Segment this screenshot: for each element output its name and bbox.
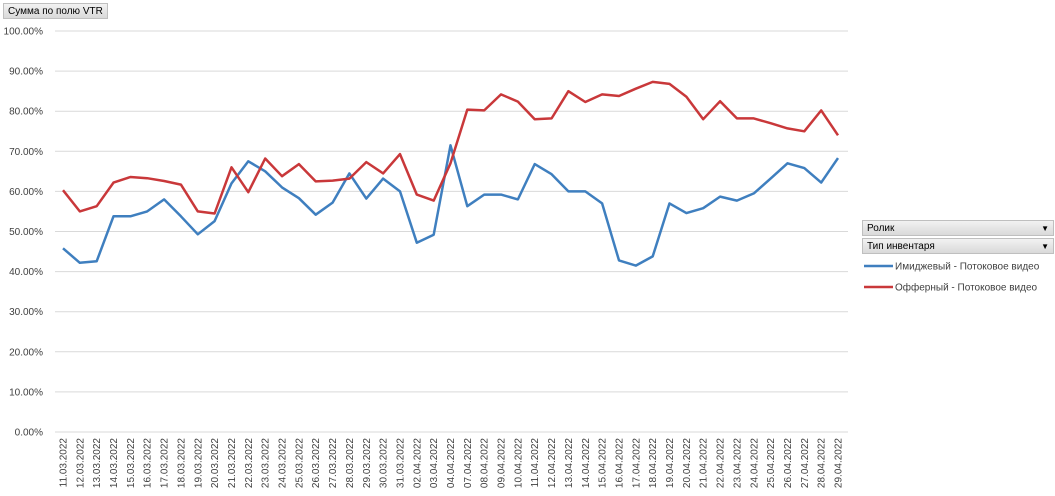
- x-tick-label: 29.03.2022: [362, 438, 373, 488]
- x-tick-label: 30.03.2022: [379, 438, 390, 488]
- x-tick-label: 23.04.2022: [732, 438, 743, 488]
- x-tick-label: 11.03.2022: [59, 438, 70, 488]
- x-tick-label: 18.03.2022: [176, 438, 187, 488]
- x-tick-label: 04.04.2022: [446, 438, 457, 488]
- x-tick-label: 28.03.2022: [345, 438, 356, 488]
- filter-button[interactable]: Тип инвентаря ▼: [862, 238, 1054, 254]
- x-tick-label: 31.03.2022: [395, 438, 406, 488]
- x-tick-label: 23.03.2022: [261, 438, 272, 488]
- x-tick-label: 21.03.2022: [227, 438, 238, 488]
- dropdown-arrow: ▼: [1041, 242, 1049, 251]
- x-tick-label: 25.03.2022: [294, 438, 305, 488]
- x-tick-label: 20.04.2022: [682, 438, 693, 488]
- y-tick-label: 20.00%: [9, 347, 43, 358]
- x-tick-label: 12.03.2022: [75, 438, 86, 488]
- x-tick-label: 22.04.2022: [716, 438, 727, 488]
- y-tick-label: 50.00%: [9, 227, 43, 238]
- value-field-label: Сумма по полю VTR: [8, 6, 103, 17]
- y-tick-label: 10.00%: [9, 387, 43, 398]
- x-tick-label: 26.04.2022: [783, 438, 794, 488]
- filter-button[interactable]: Ролик ▼: [862, 220, 1054, 236]
- dropdown-arrow: ▼: [1041, 224, 1049, 233]
- x-tick-label: 16.04.2022: [614, 438, 625, 488]
- x-tick-label: 19.03.2022: [193, 438, 204, 488]
- x-tick-label: 03.04.2022: [429, 438, 440, 488]
- y-tick-label: 70.00%: [9, 147, 43, 158]
- x-tick-label: 25.04.2022: [766, 438, 777, 488]
- x-tick-label: 15.04.2022: [598, 438, 609, 488]
- x-tick-label: 13.04.2022: [564, 438, 575, 488]
- value-field-button[interactable]: Сумма по полю VTR: [3, 3, 108, 19]
- x-tick-label: 02.04.2022: [412, 438, 423, 488]
- x-tick-label: 14.03.2022: [109, 438, 120, 488]
- x-tick-label: 20.03.2022: [210, 438, 221, 488]
- y-tick-label: 100.00%: [4, 27, 44, 38]
- x-tick-label: 17.03.2022: [160, 438, 171, 488]
- x-tick-label: 26.03.2022: [311, 438, 322, 488]
- x-tick-label: 21.04.2022: [699, 438, 710, 488]
- series-line: [62, 80, 840, 215]
- x-tick-label: 17.04.2022: [631, 438, 642, 488]
- series-line: [62, 144, 840, 267]
- y-tick-label: 40.00%: [9, 267, 43, 278]
- x-tick-label: 15.03.2022: [126, 438, 137, 488]
- x-tick-label: 27.04.2022: [800, 438, 811, 488]
- x-tick-label: 29.04.2022: [834, 438, 845, 488]
- x-tick-label: 13.03.2022: [92, 438, 103, 488]
- x-tick-label: 12.04.2022: [547, 438, 558, 488]
- x-tick-label: 27.03.2022: [328, 438, 339, 488]
- x-tick-label: 24.04.2022: [749, 438, 760, 488]
- x-tick-label: 18.04.2022: [648, 438, 659, 488]
- filter-label: Тип инвентаря: [867, 241, 935, 252]
- y-tick-label: 80.00%: [9, 107, 43, 118]
- x-tick-label: 24.03.2022: [278, 438, 289, 488]
- x-tick-label: 14.04.2022: [581, 438, 592, 488]
- y-tick-label: 30.00%: [9, 307, 43, 318]
- y-tick-label: 90.00%: [9, 67, 43, 78]
- legend-label: Офферный - Потоковое видео: [895, 282, 1038, 294]
- x-tick-label: 28.04.2022: [817, 438, 828, 488]
- x-tick-label: 08.04.2022: [480, 438, 491, 488]
- x-tick-label: 11.04.2022: [530, 438, 541, 488]
- x-tick-label: 19.04.2022: [665, 438, 676, 488]
- y-tick-label: 60.00%: [9, 187, 43, 198]
- x-tick-label: 16.03.2022: [143, 438, 154, 488]
- x-tick-label: 10.04.2022: [513, 438, 524, 488]
- x-tick-label: 07.04.2022: [463, 438, 474, 488]
- filter-label: Ролик: [867, 223, 895, 234]
- legend-label: Имиджевый - Потоковое видео: [895, 262, 1040, 273]
- x-tick-label: 22.03.2022: [244, 438, 255, 488]
- y-tick-label: 0.00%: [15, 428, 43, 439]
- x-tick-label: 09.04.2022: [497, 438, 508, 488]
